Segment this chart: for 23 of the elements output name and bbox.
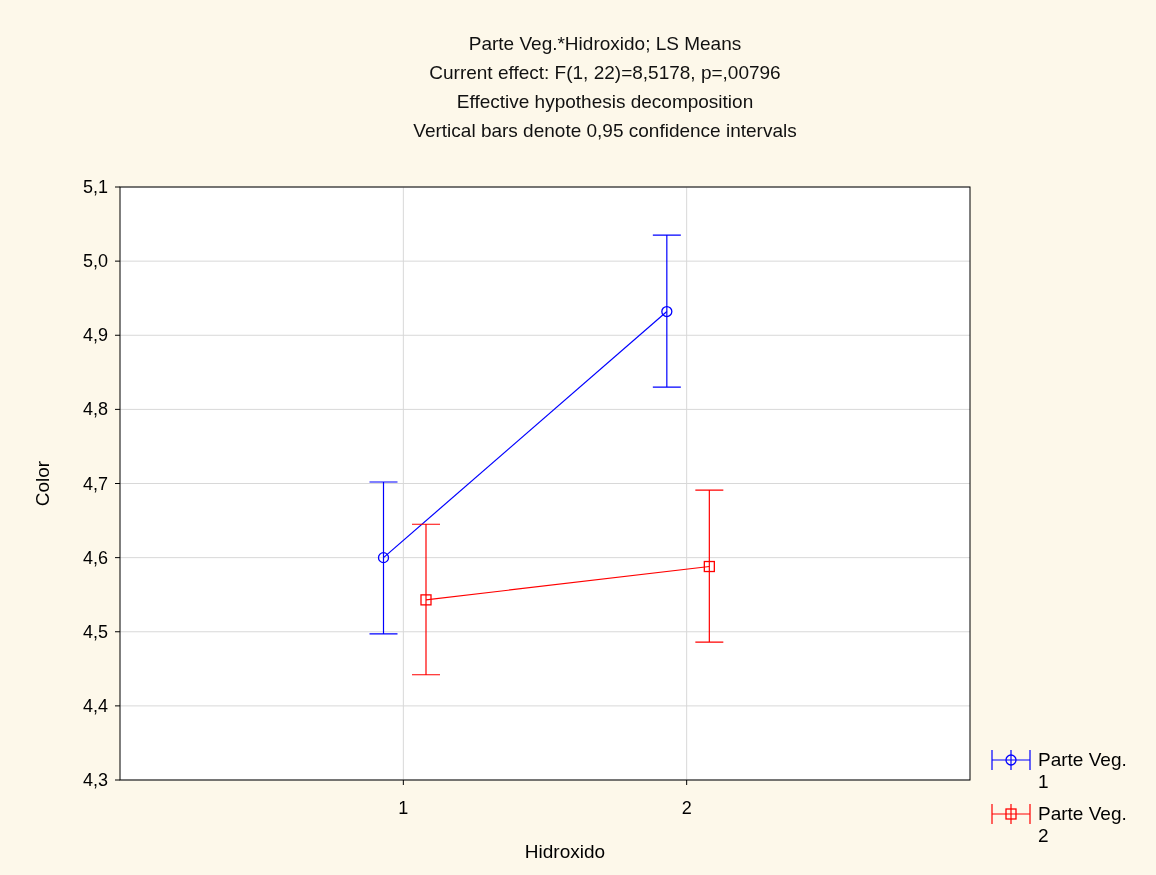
y-tick-label: 4,9 (82, 325, 108, 346)
point (661, 305, 673, 318)
x-axis-title: Hidroxido (524, 841, 606, 862)
x-tick-label: 2 (681, 798, 692, 818)
text: Effective hypothesis decomposition (456, 91, 754, 112)
y-tick-label: 4,8 (82, 399, 108, 420)
chart-title: Parte Veg.*Hidroxido; LS Means (468, 33, 742, 54)
x-tick-label: 1 (398, 798, 409, 818)
legend-label: Parte Veg. 1 (1038, 749, 1127, 792)
point (377, 551, 390, 564)
y-tick-label: 4,3 (82, 770, 108, 790)
y-tick-label: 5,0 (82, 251, 108, 272)
point (420, 594, 432, 606)
y-tick-label: 4,6 (82, 547, 108, 568)
y-tick-label: 4,7 (82, 473, 108, 494)
y-tick-label: 5,1 (82, 177, 108, 197)
legend-label: Parte Veg. 2 (1038, 803, 1127, 846)
point (703, 560, 715, 573)
text: Vertical bars denote 0,95 confidence intervals (413, 120, 797, 141)
chart-subtitle: Current effect: F(1, 22)=8,5178, p=,00796 (429, 62, 781, 83)
y-tick-label: 4,4 (82, 695, 108, 716)
y-tick-label: 4,5 (82, 621, 108, 642)
y-axis-title: Color (32, 460, 53, 507)
